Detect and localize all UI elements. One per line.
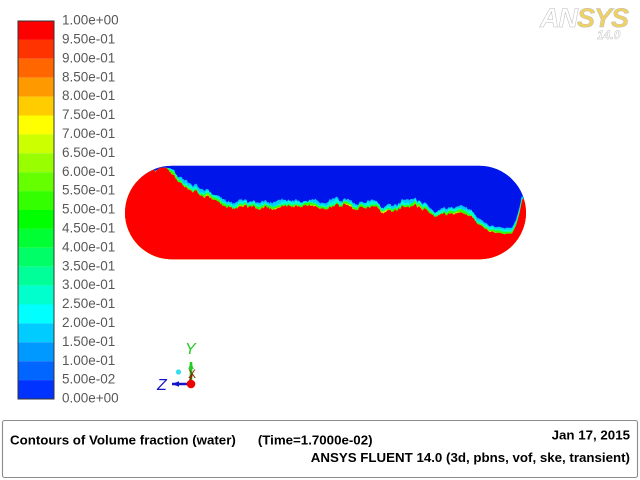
svg-text:2.00e-01: 2.00e-01 xyxy=(62,315,115,330)
svg-text:X: X xyxy=(188,367,196,381)
svg-text:3.00e-01: 3.00e-01 xyxy=(62,277,115,292)
svg-text:5.50e-01: 5.50e-01 xyxy=(62,183,115,198)
svg-text:4.50e-01: 4.50e-01 xyxy=(62,220,115,235)
svg-text:2.50e-01: 2.50e-01 xyxy=(62,296,115,311)
svg-text:8.00e-01: 8.00e-01 xyxy=(62,88,115,103)
svg-text:Z: Z xyxy=(156,377,168,394)
svg-text:6.00e-01: 6.00e-01 xyxy=(62,164,115,179)
svg-text:5.00e-01: 5.00e-01 xyxy=(62,202,115,217)
svg-text:9.00e-01: 9.00e-01 xyxy=(62,50,115,65)
svg-text:Contours of Volume fraction (w: Contours of Volume fraction (water) (Time… xyxy=(10,433,373,448)
svg-text:7.00e-01: 7.00e-01 xyxy=(62,126,115,141)
svg-text:5.00e-02: 5.00e-02 xyxy=(62,372,115,387)
svg-text:8.50e-01: 8.50e-01 xyxy=(62,69,115,84)
svg-text:1.50e-01: 1.50e-01 xyxy=(62,334,115,349)
svg-text:Jan 17, 2015: Jan 17, 2015 xyxy=(552,428,631,443)
svg-text:Y: Y xyxy=(185,341,197,358)
svg-text:1.00e-01: 1.00e-01 xyxy=(62,353,115,368)
svg-text:0.00e+00: 0.00e+00 xyxy=(62,391,119,406)
svg-text:3.50e-01: 3.50e-01 xyxy=(62,258,115,273)
svg-text:9.50e-01: 9.50e-01 xyxy=(62,31,115,46)
svg-text:ANSYS FLUENT 14.0 (3d, pbns, v: ANSYS FLUENT 14.0 (3d, pbns, vof, ske, t… xyxy=(311,450,630,465)
svg-text:7.50e-01: 7.50e-01 xyxy=(62,107,115,122)
svg-text:14.0: 14.0 xyxy=(597,28,621,42)
svg-text:4.00e-01: 4.00e-01 xyxy=(62,239,115,254)
svg-text:6.50e-01: 6.50e-01 xyxy=(62,145,115,160)
svg-text:1.00e+00: 1.00e+00 xyxy=(62,13,119,28)
